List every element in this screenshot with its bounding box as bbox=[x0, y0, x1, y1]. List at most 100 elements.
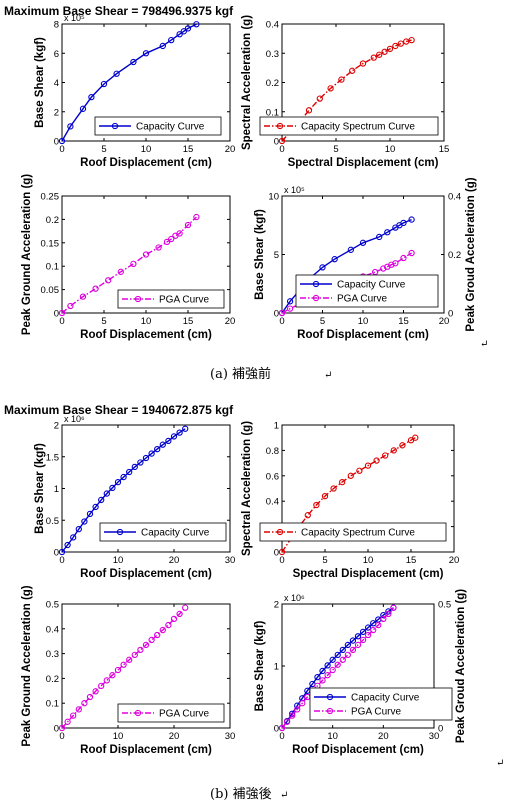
y-axis-label: Base Shear (kgf) bbox=[254, 209, 266, 300]
data-point bbox=[182, 425, 189, 432]
data-point bbox=[100, 80, 108, 88]
chart-a2: 0 5 10 15 0 0.1 0.2 0.3 0.4 Spectral Displacement… bbox=[241, 15, 449, 169]
legend-box bbox=[94, 116, 222, 136]
max-shear-title-a: Maximum Base Shear = 798496.9375 kgf bbox=[4, 4, 234, 18]
data-point bbox=[400, 219, 407, 227]
y-tick-label: 8 bbox=[54, 20, 59, 31]
data-point bbox=[131, 651, 138, 658]
y2-axis-label: Peak Groud Acceleration (g) bbox=[455, 589, 467, 743]
data-point bbox=[347, 472, 354, 479]
data-point bbox=[305, 107, 313, 114]
y-tick-label: 0.5 bbox=[46, 600, 59, 611]
y-exponent-label: x 10⁶ bbox=[284, 593, 305, 603]
x-tick-label: 0 bbox=[279, 144, 284, 155]
x-tick-label: 15 bbox=[183, 316, 194, 327]
chart-b3: 0 10 20 30 0 0.1 0.2 0.3 0.4 0.5 Roof Displacement… bbox=[21, 585, 235, 756]
y-tick-label: 1.5 bbox=[46, 452, 59, 463]
y-tick-label: 1 bbox=[54, 484, 59, 495]
data-point bbox=[126, 468, 133, 476]
data-point bbox=[349, 646, 357, 654]
chart-b1: 0 10 20 30 0 0.5 1 1.5 2 x 10⁶ Roof Displacement (… bbox=[34, 414, 235, 580]
x-tick-label: 20 bbox=[439, 316, 450, 327]
data-point bbox=[130, 260, 137, 268]
legend-marker bbox=[312, 280, 320, 288]
data-point bbox=[168, 36, 175, 44]
x-tick-label: 0 bbox=[279, 316, 284, 327]
data-point bbox=[370, 626, 377, 634]
data-point bbox=[283, 718, 291, 725]
legend-marker bbox=[116, 528, 124, 536]
data-point bbox=[278, 724, 286, 732]
data-point bbox=[344, 651, 352, 658]
legend-marker bbox=[276, 122, 284, 130]
data-point bbox=[159, 42, 166, 50]
data-point bbox=[278, 309, 286, 317]
data-point bbox=[376, 51, 383, 58]
data-point bbox=[331, 256, 338, 263]
y-tick-label: 0.3 bbox=[46, 649, 59, 660]
y-tick-label: 0.5 bbox=[46, 516, 59, 527]
y2-tick-label: 0 bbox=[438, 724, 443, 735]
data-point bbox=[356, 467, 363, 474]
data-point bbox=[364, 462, 372, 469]
data-point bbox=[170, 615, 178, 623]
x-tick-label: 0 bbox=[59, 555, 64, 566]
y-axis-label: Base Shear (kgf) bbox=[254, 620, 266, 711]
data-point bbox=[163, 238, 171, 246]
x-tick-label: 10 bbox=[113, 731, 124, 742]
data-point bbox=[105, 277, 112, 284]
y-tick-label: 0 bbox=[274, 137, 279, 148]
y2-tick-label: 0 bbox=[448, 309, 453, 320]
y-tick-label: 0.6 bbox=[266, 471, 279, 482]
legend-label: PGA Curve bbox=[159, 709, 209, 720]
data-point bbox=[359, 636, 367, 644]
x-tick-label: 0 bbox=[59, 316, 64, 327]
data-point bbox=[148, 450, 155, 457]
data-point bbox=[103, 677, 110, 684]
x-tick-label: 15 bbox=[406, 555, 417, 566]
data-point bbox=[278, 548, 286, 556]
data-point bbox=[347, 246, 354, 253]
data-point bbox=[400, 254, 407, 262]
y-tick-label: 2 bbox=[54, 107, 59, 118]
x-tick-label: 15 bbox=[398, 316, 409, 327]
data-point bbox=[67, 123, 74, 130]
data-point bbox=[159, 626, 166, 634]
data-point bbox=[176, 31, 183, 38]
x-tick-label: 20 bbox=[449, 555, 460, 566]
data-point bbox=[339, 656, 346, 663]
data-point bbox=[92, 503, 99, 511]
x-tick-label: 5 bbox=[101, 144, 106, 155]
data-point bbox=[370, 54, 377, 61]
data-point bbox=[385, 608, 392, 615]
x-tick-label: 10 bbox=[363, 555, 374, 566]
x-tick-label: 10 bbox=[113, 555, 124, 566]
caption-a: (a) 補強前 bbox=[210, 366, 271, 382]
y-tick-label: 0.25 bbox=[41, 192, 60, 203]
data-point bbox=[380, 615, 387, 623]
legend-box bbox=[259, 116, 439, 136]
data-point bbox=[67, 302, 74, 310]
y-tick-label: 2 bbox=[54, 421, 59, 432]
x-tick-label: 20 bbox=[378, 731, 389, 742]
series-line bbox=[61, 216, 197, 314]
y-tick-label: 0.05 bbox=[41, 285, 60, 296]
data-point bbox=[334, 661, 341, 668]
data-point bbox=[359, 628, 367, 636]
data-point bbox=[321, 492, 329, 500]
data-point bbox=[81, 700, 88, 707]
y-axis-label: Spectral Acceleration (g) bbox=[241, 421, 253, 556]
y-tick-label: 0.15 bbox=[41, 238, 60, 249]
y-tick-label: 0 bbox=[54, 137, 59, 148]
data-point bbox=[382, 452, 389, 459]
x-tick-label: 5 bbox=[101, 316, 106, 327]
legend-label: Capacity Curve bbox=[337, 280, 406, 291]
x-tick-label: 20 bbox=[169, 555, 180, 566]
data-point bbox=[70, 712, 77, 719]
data-point bbox=[359, 239, 367, 246]
data-point bbox=[403, 38, 410, 45]
data-point bbox=[120, 473, 127, 481]
